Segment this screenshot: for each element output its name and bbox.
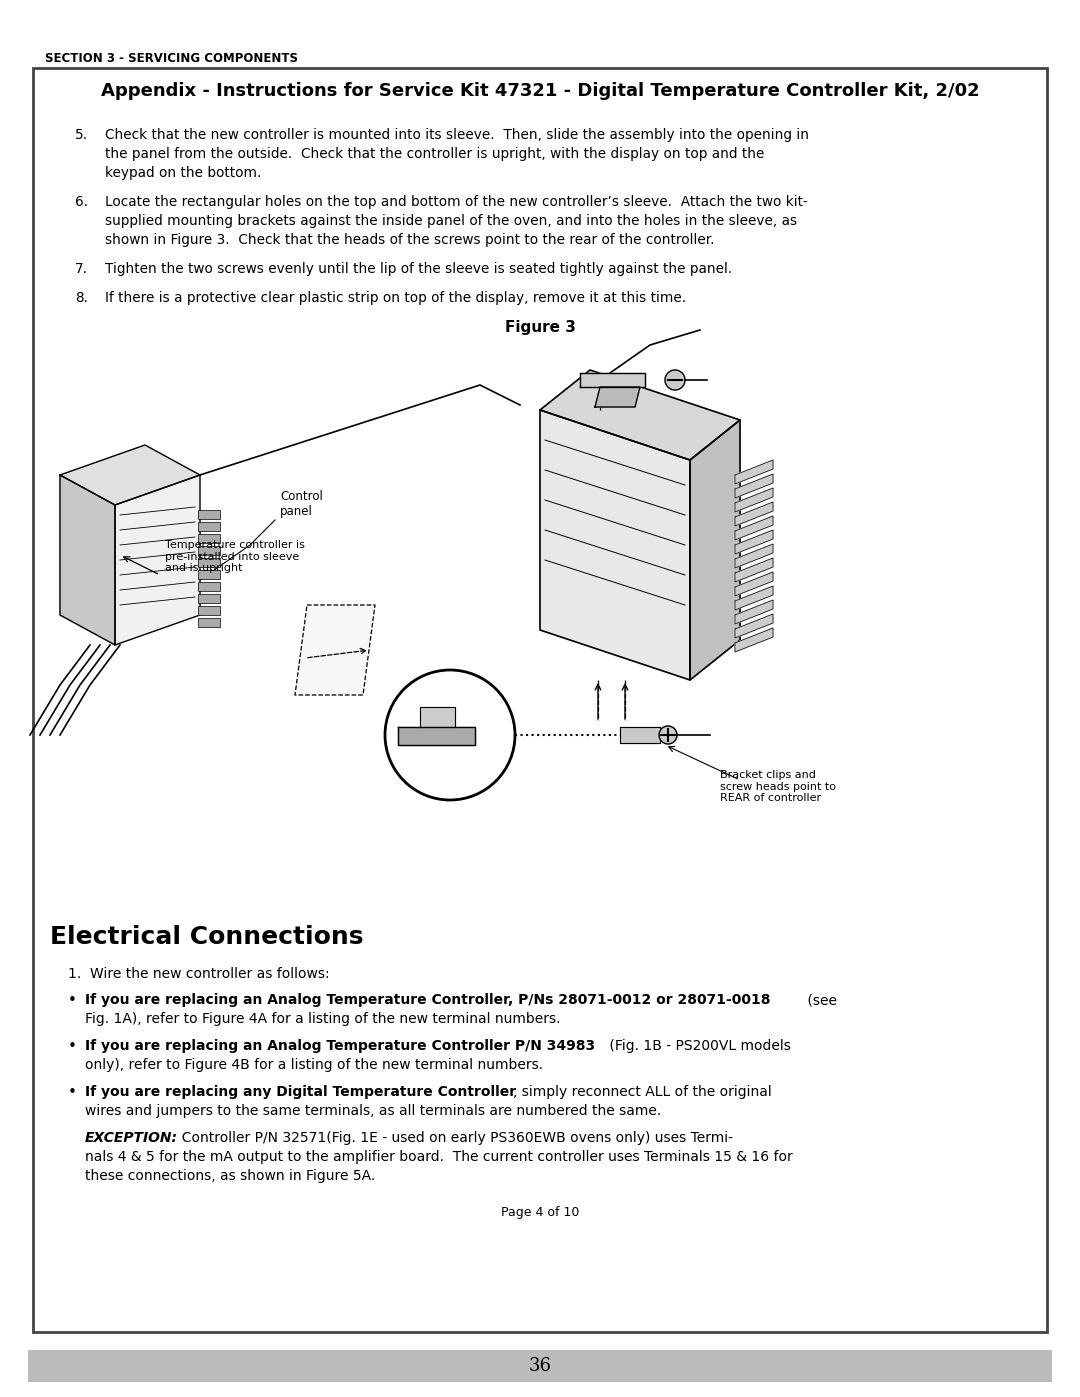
Text: Temperature controller is
pre-installed into sleeve
and is upright: Temperature controller is pre-installed …: [165, 541, 305, 573]
Polygon shape: [580, 373, 645, 387]
Text: Control
panel: Control panel: [280, 490, 323, 518]
Text: Check that the new controller is mounted into its sleeve.  Then, slide the assem: Check that the new controller is mounted…: [105, 129, 809, 142]
Text: only), refer to Figure 4B for a listing of the new terminal numbers.: only), refer to Figure 4B for a listing …: [85, 1058, 543, 1071]
Text: Appendix - Instructions for Service Kit 47321 - Digital Temperature Controller K: Appendix - Instructions for Service Kit …: [100, 82, 980, 101]
Text: Fig. 1A), refer to Figure 4A for a listing of the new terminal numbers.: Fig. 1A), refer to Figure 4A for a listi…: [85, 1011, 561, 1025]
Text: If you are replacing an Analog Temperature Controller P/N 34983: If you are replacing an Analog Temperatu…: [85, 1039, 595, 1053]
Polygon shape: [735, 529, 773, 555]
Text: these connections, as shown in Figure 5A.: these connections, as shown in Figure 5A…: [85, 1169, 375, 1183]
Text: wires and jumpers to the same terminals, as all terminals are numbered the same.: wires and jumpers to the same terminals,…: [85, 1104, 661, 1118]
Circle shape: [659, 726, 677, 745]
Text: (Fig. 1B - PS200VL models: (Fig. 1B - PS200VL models: [605, 1039, 791, 1053]
Polygon shape: [735, 571, 773, 597]
Polygon shape: [540, 370, 740, 460]
Bar: [198, 510, 220, 520]
Polygon shape: [735, 515, 773, 541]
Text: •: •: [68, 1039, 77, 1053]
Text: (see: (see: [804, 993, 837, 1007]
Polygon shape: [735, 474, 773, 497]
Bar: [198, 557, 220, 567]
Text: shown in Figure 3.  Check that the heads of the screws point to the rear of the : shown in Figure 3. Check that the heads …: [105, 233, 715, 247]
Text: Controller P/N 32571(Fig. 1E - used on early PS360EWB ovens only) uses Termi-: Controller P/N 32571(Fig. 1E - used on e…: [173, 1132, 733, 1146]
Polygon shape: [595, 387, 640, 407]
Bar: [198, 617, 220, 627]
Text: SECTION 3 - SERVICING COMPONENTS: SECTION 3 - SERVICING COMPONENTS: [45, 52, 298, 66]
Polygon shape: [735, 502, 773, 527]
Polygon shape: [399, 726, 475, 745]
Text: EXCEPTION:: EXCEPTION:: [85, 1132, 178, 1146]
Polygon shape: [735, 629, 773, 652]
Text: 7.: 7.: [75, 263, 87, 277]
Text: nals 4 & 5 for the mA output to the amplifier board.  The current controller use: nals 4 & 5 for the mA output to the ampl…: [85, 1150, 793, 1164]
Polygon shape: [735, 543, 773, 569]
Polygon shape: [60, 446, 200, 504]
Bar: [28, 1350, 1052, 1382]
Bar: [198, 606, 220, 615]
Text: Page 4 of 10: Page 4 of 10: [501, 1206, 579, 1220]
Circle shape: [665, 370, 685, 390]
Text: , simply reconnect ALL of the original: , simply reconnect ALL of the original: [513, 1085, 772, 1099]
Polygon shape: [735, 557, 773, 583]
Polygon shape: [735, 615, 773, 638]
Polygon shape: [620, 726, 660, 743]
Polygon shape: [735, 460, 773, 483]
Bar: [198, 534, 220, 543]
Text: the panel from the outside.  Check that the controller is upright, with the disp: the panel from the outside. Check that t…: [105, 147, 765, 161]
Bar: [198, 570, 220, 578]
Text: •: •: [68, 1085, 77, 1099]
Circle shape: [384, 671, 515, 800]
Text: If you are replacing any Digital Temperature Controller: If you are replacing any Digital Tempera…: [85, 1085, 516, 1099]
Bar: [198, 522, 220, 531]
Text: Tighten the two screws evenly until the lip of the sleeve is seated tightly agai: Tighten the two screws evenly until the …: [105, 263, 732, 277]
Text: If there is a protective clear plastic strip on top of the display, remove it at: If there is a protective clear plastic s…: [105, 291, 686, 305]
Polygon shape: [735, 599, 773, 624]
Polygon shape: [735, 585, 773, 610]
Text: Locate the rectangular holes on the top and bottom of the new controller’s sleev: Locate the rectangular holes on the top …: [105, 196, 808, 210]
Text: Bracket clips and
screw heads point to
REAR of controller: Bracket clips and screw heads point to R…: [720, 770, 836, 803]
Text: •: •: [68, 993, 77, 1009]
Text: keypad on the bottom.: keypad on the bottom.: [105, 166, 261, 180]
Text: 5.: 5.: [75, 129, 87, 142]
Text: 6.: 6.: [75, 196, 87, 210]
Polygon shape: [60, 475, 114, 645]
Bar: [198, 546, 220, 555]
Polygon shape: [420, 707, 455, 726]
Bar: [198, 583, 220, 591]
Text: If you are replacing an Analog Temperature Controller, P/Ns 28071-0012 or 28071-: If you are replacing an Analog Temperatu…: [85, 993, 770, 1007]
Text: 1.  Wire the new controller as follows:: 1. Wire the new controller as follows:: [68, 967, 329, 981]
Text: Electrical Connections: Electrical Connections: [50, 925, 364, 949]
Polygon shape: [540, 409, 690, 680]
Text: Figure 3: Figure 3: [504, 320, 576, 335]
Polygon shape: [690, 420, 740, 680]
Polygon shape: [295, 605, 375, 694]
Text: 36: 36: [528, 1356, 552, 1375]
Text: 8.: 8.: [75, 291, 87, 305]
Polygon shape: [114, 475, 200, 645]
Polygon shape: [735, 488, 773, 511]
Bar: [198, 594, 220, 604]
Text: supplied mounting brackets against the inside panel of the oven, and into the ho: supplied mounting brackets against the i…: [105, 214, 797, 228]
